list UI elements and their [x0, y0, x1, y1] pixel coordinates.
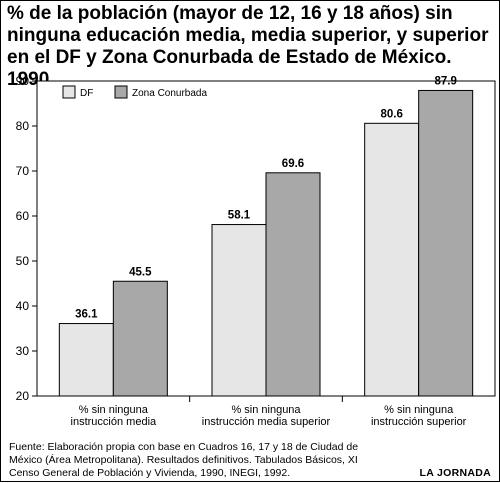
- y-tick-label: 80: [16, 119, 30, 133]
- legend-label: Zona Conurbada: [132, 88, 207, 99]
- legend-swatch: [114, 85, 128, 99]
- legend-label: DF: [80, 88, 93, 99]
- y-tick-label: 40: [16, 299, 30, 313]
- chart-title: % de la población (mayor de 12, 16 y 18 …: [7, 3, 489, 90]
- bar-zona-conurbada: [265, 172, 321, 397]
- y-tick-label: 90: [16, 74, 30, 88]
- source-note: Fuente: Elaboración propia con base en C…: [9, 441, 359, 479]
- x-category-label: instrucción media superior: [202, 416, 331, 428]
- legend-swatch: [62, 85, 76, 99]
- bar-zona-conurbada: [418, 89, 474, 397]
- x-category-label: instrucción media: [71, 416, 157, 428]
- y-tick-label: 30: [16, 344, 30, 358]
- y-tick-label: 70: [16, 164, 30, 178]
- data-label: 58.1: [228, 210, 251, 222]
- data-label: 87.9: [434, 75, 456, 87]
- y-tick-label: 60: [16, 209, 30, 223]
- bar-df: [58, 323, 114, 397]
- data-label: 36.1: [75, 309, 98, 321]
- bar-df: [364, 122, 420, 397]
- y-tick-label: 20: [16, 389, 30, 403]
- data-label: 80.6: [380, 108, 402, 120]
- y-tick-label: 50: [16, 254, 30, 268]
- data-label: 69.6: [282, 158, 304, 170]
- x-category-label: % sin ninguna: [79, 404, 149, 416]
- x-category-label: % sin ninguna: [231, 404, 301, 416]
- bar-df: [211, 224, 267, 397]
- x-category-label: instrucción superior: [371, 416, 467, 428]
- brand-label: LA JORNADA: [419, 467, 491, 479]
- bar-zona-conurbada: [112, 280, 168, 397]
- x-category-label: % sin ninguna: [384, 404, 454, 416]
- data-label: 45.5: [129, 266, 152, 278]
